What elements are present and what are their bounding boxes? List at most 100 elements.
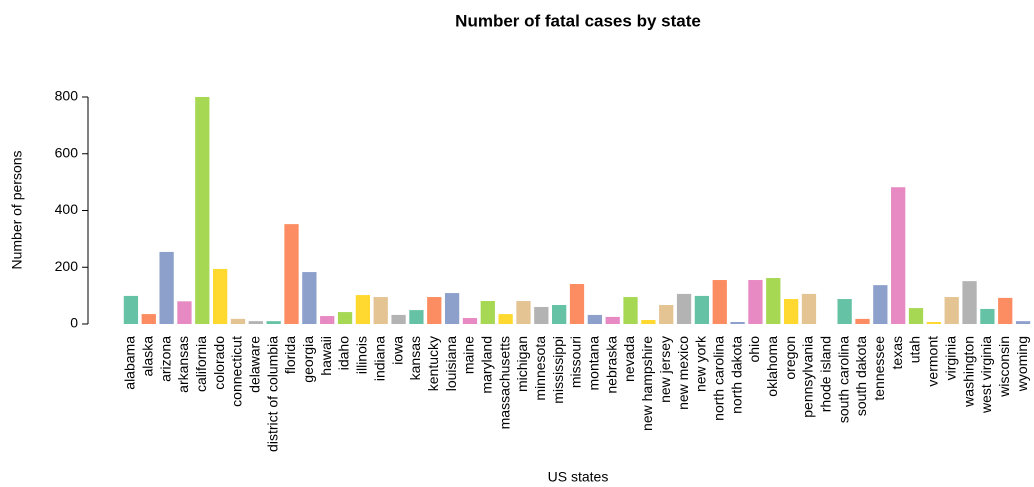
bar [391, 314, 406, 324]
bar [302, 272, 317, 324]
y-tick-label: 800 [55, 88, 79, 104]
x-tick-label: montana [586, 336, 602, 391]
bar [873, 285, 888, 324]
x-tick-label: vermont [925, 336, 941, 387]
bar [409, 310, 424, 324]
x-tick-label: missouri [568, 336, 584, 388]
bar [373, 297, 388, 324]
x-tick-label: colorado [211, 336, 227, 390]
bar [248, 321, 263, 324]
x-tick-label: nevada [621, 336, 637, 382]
chart-title: Number of fatal cases by state [455, 11, 701, 30]
bar [141, 314, 156, 324]
x-tick-label: washington [960, 336, 976, 408]
x-tick-label: texas [889, 336, 905, 369]
x-tick-label: new mexico [675, 336, 691, 410]
x-tick-label: maine [461, 336, 477, 374]
bar [123, 295, 139, 324]
bar [284, 224, 299, 324]
x-tick-label: idaho [336, 336, 352, 370]
bar [516, 301, 531, 324]
bar [837, 299, 852, 324]
bar [659, 304, 674, 324]
x-tick-label: alaska [139, 336, 155, 377]
x-tick-label: wyoming [1014, 336, 1030, 392]
bar [944, 297, 959, 324]
x-tick-label: california [193, 336, 209, 392]
bar [320, 316, 335, 324]
x-tick-label: wisconsin [996, 336, 1012, 398]
bar [213, 268, 228, 324]
x-tick-label: tennessee [871, 336, 887, 401]
x-tick-label: oregon [782, 336, 798, 380]
bar [980, 308, 995, 324]
x-tick-label: connecticut [229, 336, 245, 407]
x-tick-label: michigan [514, 336, 530, 392]
bar [552, 304, 567, 324]
x-tick-label: oklahoma [764, 336, 780, 397]
bar [498, 314, 513, 324]
x-tick-label: illinois [354, 336, 370, 374]
x-tick-label: district of columbia [264, 336, 280, 452]
x-tick-label: utah [907, 336, 923, 363]
x-tick-label: mississippi [550, 336, 566, 404]
x-tick-label: new hampshire [639, 336, 655, 431]
bar [177, 301, 192, 324]
bar [462, 318, 478, 324]
x-tick-label: nebraska [603, 336, 619, 394]
x-tick-label: arizona [157, 336, 173, 382]
x-tick-label: kansas [407, 336, 423, 380]
x-tick-label: georgia [300, 336, 316, 383]
x-tick-label: maryland [478, 336, 494, 394]
x-tick-label: south carolina [835, 336, 851, 423]
bar [159, 251, 174, 324]
bar [783, 299, 799, 324]
bar [623, 297, 638, 324]
bar [748, 280, 763, 324]
x-tick-label: minnesota [532, 336, 548, 401]
bar [195, 97, 210, 324]
x-tick-label: ohio [746, 336, 762, 363]
bar [444, 293, 460, 324]
x-tick-label: new york [693, 335, 709, 392]
x-tick-label: north carolina [710, 336, 726, 421]
bar [712, 280, 727, 324]
bar [998, 297, 1013, 324]
x-tick-label: kentucky [425, 336, 441, 391]
bar [908, 308, 924, 324]
x-axis-label: US states [548, 469, 609, 485]
x-tick-label: arkansas [175, 336, 191, 393]
bar [266, 321, 281, 324]
x-tick-label: massachusetts [496, 336, 512, 429]
bar [337, 312, 353, 324]
bar [855, 318, 870, 324]
x-tick-label: pennsylvania [800, 336, 816, 418]
x-tick-label: iowa [389, 336, 405, 365]
x-tick-label: west virginia [978, 336, 994, 414]
bar [605, 316, 620, 324]
y-tick-label: 200 [55, 258, 79, 274]
bar [730, 322, 745, 324]
bar [641, 320, 656, 324]
bar [230, 318, 246, 324]
x-tick-label: louisiana [443, 336, 459, 391]
bar [926, 322, 941, 324]
x-tick-label: indiana [371, 336, 387, 381]
bar [694, 295, 710, 324]
y-tick-label: 400 [55, 201, 79, 217]
bar [801, 293, 817, 324]
bar [427, 297, 442, 324]
x-tick-label: alabama [122, 336, 138, 390]
bar [569, 283, 585, 324]
y-tick-label: 0 [70, 315, 78, 331]
x-tick-label: virginia [942, 336, 958, 381]
y-tick-label: 600 [55, 144, 79, 160]
bar [587, 314, 602, 324]
x-tick-label: delaware [247, 336, 263, 393]
x-tick-label: south dakota [853, 336, 869, 416]
bar [766, 278, 781, 324]
x-tick-label: florida [282, 336, 298, 374]
x-tick-label: new jersey [657, 336, 673, 403]
x-tick-label: hawaii [318, 336, 334, 376]
